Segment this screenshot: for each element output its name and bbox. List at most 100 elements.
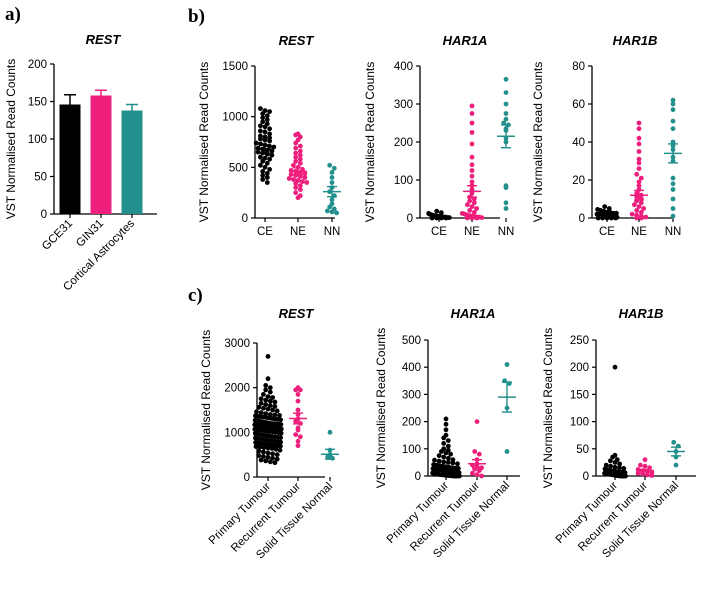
chart-a: REST VST Normalised Read Counts 0 50 100 150 2…	[4, 32, 157, 293]
data-point	[441, 454, 447, 460]
y-tick-label: 1000	[224, 427, 250, 439]
data-point	[629, 211, 635, 217]
data-point	[329, 175, 335, 180]
data-point	[274, 452, 280, 458]
data-point	[450, 460, 456, 466]
data-point	[636, 160, 642, 166]
data-point	[260, 115, 266, 121]
data-point	[608, 458, 613, 464]
data-point	[432, 457, 437, 463]
y-tick-label: 0	[579, 213, 585, 225]
y-tick-label: 100	[394, 175, 413, 187]
data-point	[293, 387, 299, 393]
data-point	[636, 156, 642, 162]
data-point	[278, 430, 284, 436]
data-point	[293, 145, 299, 151]
data-point	[264, 160, 270, 166]
data-point	[636, 126, 642, 132]
bar	[121, 110, 143, 214]
data-point	[297, 387, 303, 393]
data-point	[434, 208, 440, 214]
data-point	[258, 162, 263, 168]
data-point	[638, 209, 644, 215]
data-point	[640, 471, 646, 477]
data-point	[617, 465, 622, 471]
data-point	[503, 76, 509, 82]
data-point	[474, 419, 480, 424]
data-point	[261, 405, 266, 411]
data-point	[262, 137, 268, 143]
data-point	[470, 470, 475, 476]
y-tick-label: 40	[572, 137, 585, 149]
y-tick-label: 60	[572, 99, 585, 111]
data-point	[479, 473, 484, 479]
data-point	[260, 111, 266, 116]
x-tick-label: NN	[324, 226, 341, 238]
data-point	[269, 148, 275, 154]
data-point	[267, 385, 273, 391]
y-tick-label: 400	[402, 362, 421, 374]
data-point	[445, 443, 451, 449]
data-point	[295, 398, 301, 404]
data-point	[447, 215, 452, 221]
data-point	[329, 170, 335, 175]
bar	[59, 104, 81, 214]
data-point	[609, 215, 614, 221]
data-point	[277, 447, 283, 453]
data-point	[293, 150, 299, 156]
bar	[90, 95, 112, 214]
data-point	[293, 158, 299, 164]
data-point	[304, 180, 310, 185]
data-point	[603, 462, 609, 468]
data-point	[263, 383, 269, 388]
x-tick-label: NE	[290, 226, 306, 238]
data-point	[302, 171, 308, 176]
data-point	[267, 131, 272, 137]
chart-title: HAR1B	[619, 306, 664, 321]
data-point	[606, 206, 612, 211]
data-point	[503, 101, 509, 107]
data-point	[267, 126, 272, 132]
data-point	[613, 215, 619, 221]
data-point	[329, 209, 335, 215]
data-point	[327, 429, 333, 435]
data-point	[295, 392, 301, 397]
data-point	[671, 439, 677, 445]
data-point	[670, 101, 676, 107]
data-point	[441, 441, 447, 446]
data-point	[469, 179, 475, 185]
data-point	[465, 202, 470, 208]
data-point	[634, 215, 640, 221]
data-point	[272, 404, 278, 409]
data-point	[293, 140, 299, 146]
data-point	[670, 126, 676, 132]
data-point	[438, 210, 444, 216]
y-tick-label: 100	[28, 134, 47, 146]
data-point	[253, 140, 259, 146]
data-point	[331, 165, 337, 171]
y-axis-label: VST Normalised Read Counts	[374, 328, 388, 489]
data-point	[329, 197, 335, 203]
data-point	[271, 144, 277, 150]
data-point	[297, 187, 303, 193]
data-point	[445, 460, 451, 465]
data-point	[327, 204, 333, 210]
data-point	[503, 111, 509, 116]
panel-letter-b: b)	[188, 6, 205, 27]
data-point	[253, 444, 259, 449]
data-point	[634, 171, 640, 177]
data-point	[604, 215, 610, 221]
panel-letter-a: a)	[5, 4, 21, 25]
data-point	[261, 392, 266, 397]
data-point	[258, 410, 264, 416]
data-point	[595, 215, 601, 221]
data-point	[445, 455, 451, 461]
data-point	[636, 166, 642, 172]
data-point	[670, 206, 676, 211]
chart-c1: REST VST Normalised Read Counts 0 1000 2000 3…	[199, 306, 339, 561]
data-point	[472, 449, 478, 454]
data-point	[623, 473, 628, 479]
data-point	[638, 200, 644, 206]
data-point	[267, 138, 272, 144]
